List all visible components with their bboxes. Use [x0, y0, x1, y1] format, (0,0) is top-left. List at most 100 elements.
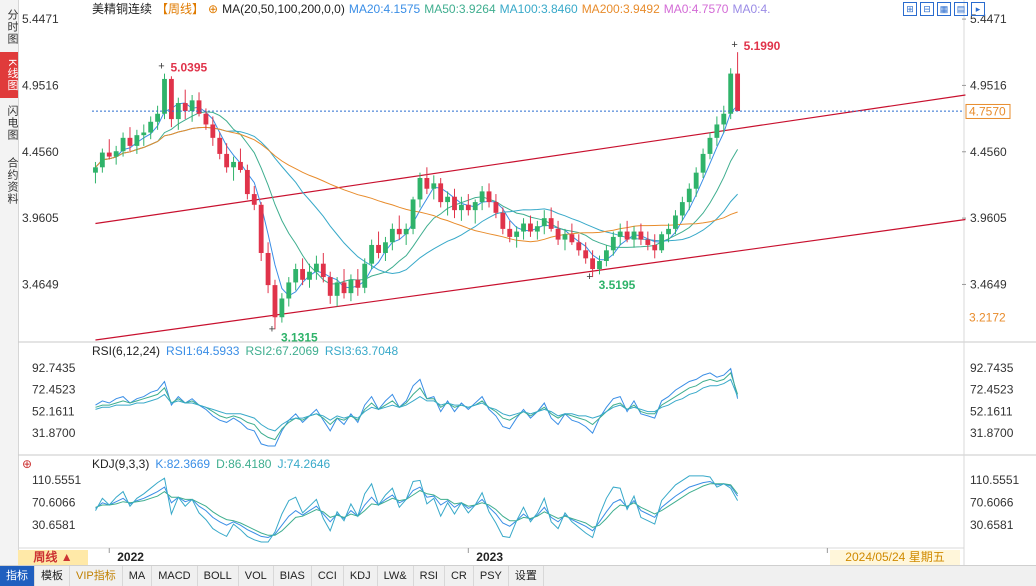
- sub-axis-tick-left: 70.6066: [32, 495, 76, 509]
- candle-body: [597, 261, 602, 270]
- candle-body: [576, 242, 582, 251]
- bottom-tab-9[interactable]: KDJ: [344, 566, 378, 586]
- candle-body: [569, 234, 575, 243]
- next-icon[interactable]: ▸: [971, 2, 985, 16]
- ma-value-1: MA50:3.9264: [424, 2, 496, 16]
- candle-body: [728, 73, 734, 114]
- candle-body: [679, 202, 685, 216]
- candle-body: [631, 231, 637, 240]
- bottom-tab-7[interactable]: BIAS: [274, 566, 312, 586]
- grid-icon[interactable]: ▦: [937, 2, 951, 16]
- candle-body: [182, 103, 188, 112]
- candle-body: [148, 121, 154, 133]
- sub-axis-tick-left: 52.1611: [32, 404, 75, 418]
- ma-value-4: MA0:4.7570: [664, 2, 729, 16]
- sub-axis-tick-left: 31.8700: [32, 426, 76, 440]
- candle-body: [141, 132, 147, 136]
- bottom-tab-10[interactable]: LW&: [378, 566, 414, 586]
- left-tab-2[interactable]: 闪电图: [6, 105, 18, 141]
- left-axis-tick: 5.4471: [22, 12, 59, 26]
- bottom-tab-1[interactable]: 模板: [35, 566, 70, 586]
- sub-axis-tick-right: 72.4523: [970, 383, 1014, 397]
- symbol-title: 美精铜连续: [92, 1, 152, 16]
- candle-body: [217, 137, 223, 154]
- candle-body: [313, 263, 319, 272]
- candle-body: [238, 161, 243, 170]
- candle-body: [99, 152, 105, 168]
- crosshair-icon: ⊕: [22, 457, 32, 471]
- trend-line-0: [95, 94, 966, 225]
- bottom-tab-11[interactable]: RSI: [414, 566, 445, 586]
- bottom-tab-5[interactable]: BOLL: [198, 566, 239, 586]
- left-axis-tick: 3.9605: [22, 211, 59, 225]
- period-selector[interactable]: 周线 ▲: [18, 550, 88, 565]
- candle-body: [548, 218, 554, 229]
- sub-axis-tick-right: 52.1611: [970, 404, 1013, 418]
- candle-body: [562, 234, 568, 240]
- zoom-out-icon[interactable]: ⊟: [920, 2, 934, 16]
- candle-body: [707, 137, 713, 154]
- candle-body: [700, 153, 706, 173]
- annotation-marker: +: [158, 61, 164, 73]
- bottom-tab-12[interactable]: CR: [445, 566, 474, 586]
- zoom-in-icon[interactable]: ⊞: [903, 2, 917, 16]
- left-tab-0[interactable]: 分时图: [6, 9, 18, 45]
- indicator-value-1: D:86.4180: [216, 457, 272, 471]
- candle-body: [175, 103, 181, 120]
- candle-body: [458, 204, 464, 211]
- bottom-tab-0[interactable]: 指标: [0, 566, 35, 586]
- candle-body: [528, 223, 533, 232]
- candle-body: [534, 226, 540, 232]
- bottom-tab-6[interactable]: VOL: [239, 566, 274, 586]
- indicator-value-0: K:82.3669: [155, 457, 210, 471]
- candle-body: [514, 231, 520, 237]
- candle-body: [210, 124, 216, 138]
- right-axis-tick: 4.4560: [970, 145, 1007, 159]
- candle-body: [362, 263, 368, 288]
- candle-body: [410, 199, 416, 229]
- candle-body: [155, 113, 161, 122]
- ma20-line: [95, 102, 738, 297]
- indicator-value-0: RSI1:64.5933: [166, 344, 240, 358]
- left-tab-3[interactable]: 合约资料: [6, 157, 18, 205]
- sub-axis-tick-left: 30.6581: [32, 518, 76, 532]
- candle-body: [93, 167, 98, 173]
- ma-value-0: MA20:4.1575: [349, 2, 421, 16]
- candle-body: [500, 212, 506, 229]
- candle-body: [721, 113, 727, 125]
- ma-value-2: MA100:3.8460: [500, 2, 578, 16]
- candle-body: [279, 298, 285, 318]
- left-tab-1[interactable]: K线图: [0, 52, 18, 98]
- candle-body: [106, 152, 112, 157]
- candle-body: [714, 124, 720, 138]
- candle-body: [389, 228, 395, 243]
- candle-body: [479, 191, 485, 203]
- ma100-line: [95, 126, 738, 275]
- annotation-high2: 5.1990: [744, 39, 781, 53]
- ma50-line: [95, 111, 739, 285]
- right-axis-tick: 4.9516: [970, 78, 1007, 92]
- candle-body: [348, 279, 354, 294]
- candle-body: [334, 282, 340, 296]
- layout-icon[interactable]: ▤: [954, 2, 968, 16]
- bottom-tab-4[interactable]: MACD: [152, 566, 198, 586]
- series-D: [95, 483, 738, 536]
- left-axis-tick: 4.4560: [22, 145, 59, 159]
- bottom-tab-2[interactable]: VIP指标: [70, 566, 123, 586]
- candle-body: [369, 244, 375, 264]
- bottom-tab-13[interactable]: PSY: [474, 566, 509, 586]
- candle-body: [265, 252, 271, 286]
- candle-body: [272, 285, 278, 318]
- candle-body: [231, 161, 236, 168]
- candle-body: [686, 188, 692, 203]
- current-price-label: 4.7570: [969, 104, 1006, 118]
- candle-body: [610, 236, 616, 251]
- candle-body: [424, 178, 430, 189]
- bottom-tab-3[interactable]: MA: [123, 566, 153, 586]
- candle-body: [465, 204, 471, 211]
- candle-body: [431, 183, 437, 189]
- bottom-tab-14[interactable]: 设置: [509, 566, 544, 586]
- bottom-tab-8[interactable]: CCI: [312, 566, 344, 586]
- candle-body: [134, 135, 140, 146]
